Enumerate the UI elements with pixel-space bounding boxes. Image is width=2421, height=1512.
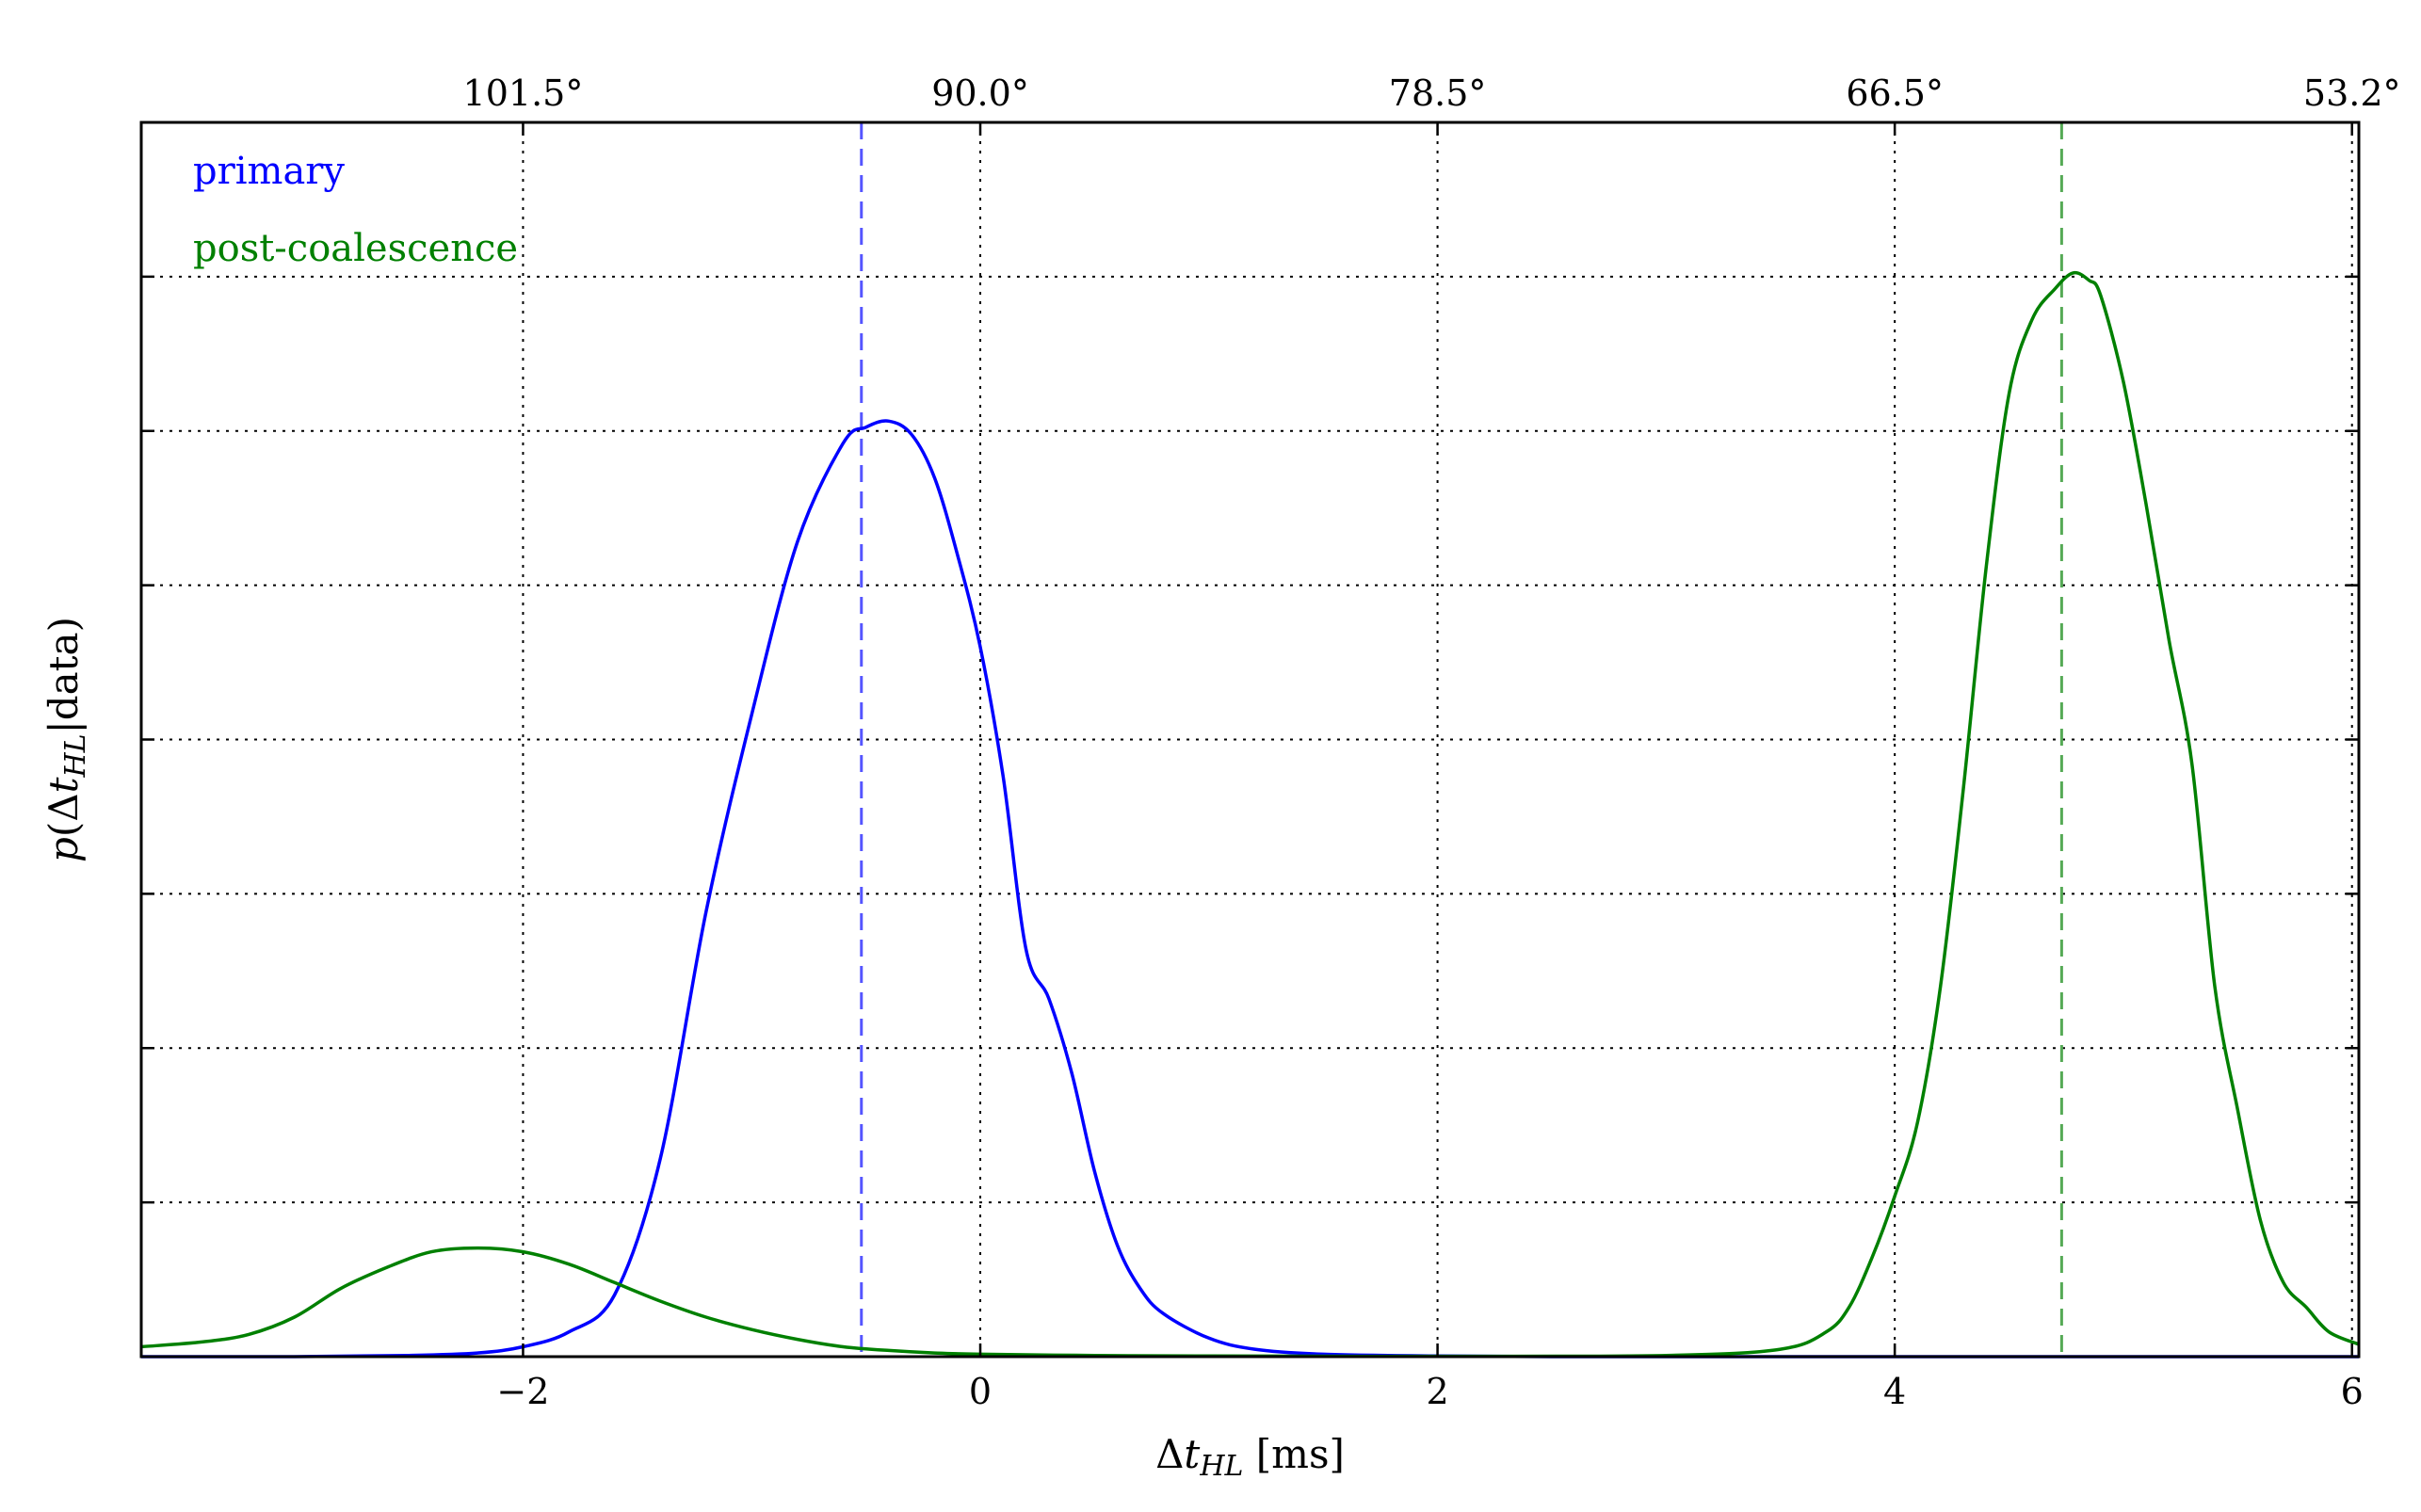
top-tick-label: 78.5°: [1389, 72, 1487, 114]
tick-layer: −2 0 2 4 6 101.5° 90.0° 78.5° 66.5° 53.2°: [141, 72, 2401, 1412]
x-axis-label: ΔtHL [ms]: [1155, 1431, 1345, 1483]
top-tick-label: 90.0°: [931, 72, 1029, 114]
top-tick-label: 53.2°: [2303, 72, 2401, 114]
x-tick-label: 4: [1883, 1371, 1906, 1412]
y-axis-label: p(ΔtHL|data): [40, 617, 92, 862]
median-lines: [860, 122, 2063, 1357]
top-tick-label: 101.5°: [463, 72, 584, 114]
series-layer: [140, 270, 2360, 1359]
x-tick-label: 0: [969, 1371, 992, 1412]
x-tick-label: −2: [496, 1371, 549, 1412]
legend-entry-primary: primary: [193, 150, 345, 193]
series-line-post-coalescence: [140, 270, 2360, 1359]
x-tick-label: 6: [2341, 1371, 2364, 1412]
series-line-primary: [141, 419, 2359, 1359]
x-tick-label: 2: [1426, 1371, 1448, 1412]
grid-layer: [141, 122, 2359, 1357]
legend: primary post-coalescence: [193, 150, 518, 270]
legend-entry-post-coalescence: post-coalescence: [193, 227, 518, 270]
top-tick-label: 66.5°: [1846, 72, 1944, 114]
